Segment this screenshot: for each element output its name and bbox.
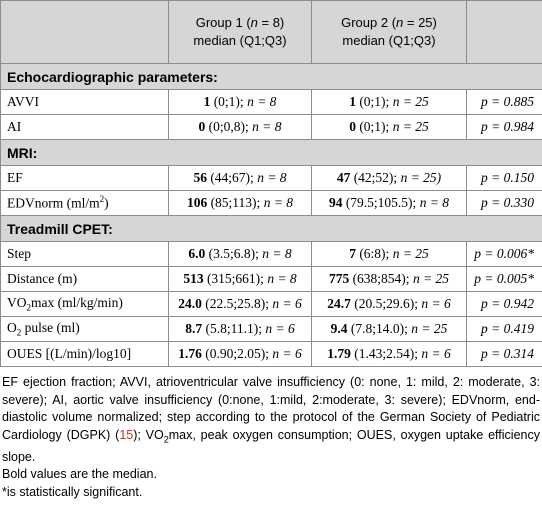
p-value: p = 0.419 bbox=[466, 316, 542, 342]
group2-value: 94 (79.5;105.5); n = 8 bbox=[311, 190, 467, 216]
row-label: AVVI bbox=[0, 89, 169, 115]
row-label: Distance (m) bbox=[0, 266, 169, 292]
group2-value: 1.79 (1.43;2.54); n = 6 bbox=[311, 341, 467, 367]
abbreviations-note: EF ejection fraction; AVVI, atrioventric… bbox=[2, 375, 540, 464]
header-row: Group 1 (n = 8) median (Q1;Q3) Group 2 (… bbox=[0, 0, 542, 64]
p-header bbox=[466, 0, 542, 64]
group2-value: 775 (638;854); n = 25 bbox=[311, 266, 467, 292]
table-row: O2 pulse (ml) 8.7 (5.8;11.1); n = 6 9.4 … bbox=[0, 316, 542, 342]
group2-header: Group 2 (n = 25) median (Q1;Q3) bbox=[311, 0, 467, 64]
significance-note: *is statistically significant. bbox=[2, 484, 143, 499]
group2-value: 9.4 (7.8;14.0); n = 25 bbox=[311, 316, 467, 342]
p-value: p = 0.984 bbox=[466, 114, 542, 140]
section-echo: Echocardiographic parameters: bbox=[0, 63, 542, 90]
p-value: p = 0.006* bbox=[466, 241, 542, 267]
group1-value: 6.0 (3.5;6.8); n = 8 bbox=[168, 241, 312, 267]
section-title: Treadmill CPET: bbox=[0, 215, 542, 242]
p-value: p = 0.942 bbox=[466, 291, 542, 317]
table-row: AI 0 (0;0,8); n = 8 0 (0;1); n = 25 p = … bbox=[0, 114, 542, 140]
group1-value: 106 (85;113); n = 8 bbox=[168, 190, 312, 216]
section-title: MRI: bbox=[0, 139, 542, 166]
row-label: O2 pulse (ml) bbox=[0, 316, 169, 342]
row-label: AI bbox=[0, 114, 169, 140]
table-footnotes: EF ejection fraction; AVVI, atrioventric… bbox=[0, 367, 542, 501]
table-row: Step 6.0 (3.5;6.8); n = 8 7 (6:8); n = 2… bbox=[0, 241, 542, 267]
group2-value: 0 (0;1); n = 25 bbox=[311, 114, 467, 140]
results-table: Group 1 (n = 8) median (Q1;Q3) Group 2 (… bbox=[0, 0, 542, 367]
p-value: p = 0.150 bbox=[466, 165, 542, 191]
group1-value: 24.0 (22.5;25.8); n = 6 bbox=[168, 291, 312, 317]
group1-header: Group 1 (n = 8) median (Q1;Q3) bbox=[168, 0, 312, 64]
row-label: Step bbox=[0, 241, 169, 267]
table-row: VO2max (ml/kg/min) 24.0 (22.5;25.8); n =… bbox=[0, 291, 542, 317]
row-label: EF bbox=[0, 165, 169, 191]
header-empty-cell bbox=[0, 0, 169, 64]
row-label: EDVnorm (ml/m2) bbox=[0, 190, 169, 216]
section-mri: MRI: bbox=[0, 139, 542, 166]
table-row: EDVnorm (ml/m2) 106 (85;113); n = 8 94 (… bbox=[0, 190, 542, 216]
group1-value: 8.7 (5.8;11.1); n = 6 bbox=[168, 316, 312, 342]
p-value: p = 0.885 bbox=[466, 89, 542, 115]
group2-value: 47 (42;52); n = 25) bbox=[311, 165, 467, 191]
group1-value: 1 (0;1); n = 8 bbox=[168, 89, 312, 115]
table-row: OUES [(L/min)/log10] 1.76 (0.90;2.05); n… bbox=[0, 341, 542, 367]
p-value: p = 0.314 bbox=[466, 341, 542, 367]
group2-value: 1 (0;1); n = 25 bbox=[311, 89, 467, 115]
section-title: Echocardiographic parameters: bbox=[0, 63, 542, 90]
group2-value: 7 (6:8); n = 25 bbox=[311, 241, 467, 267]
table-row: Distance (m) 513 (315;661); n = 8 775 (6… bbox=[0, 266, 542, 292]
group1-value: 56 (44;67); n = 8 bbox=[168, 165, 312, 191]
p-value: p = 0.330 bbox=[466, 190, 542, 216]
group1-value: 1.76 (0.90;2.05); n = 6 bbox=[168, 341, 312, 367]
group1-value: 0 (0;0,8); n = 8 bbox=[168, 114, 312, 140]
row-label: OUES [(L/min)/log10] bbox=[0, 341, 169, 367]
table-row: AVVI 1 (0;1); n = 8 1 (0;1); n = 25 p = … bbox=[0, 89, 542, 115]
group1-value: 513 (315;661); n = 8 bbox=[168, 266, 312, 292]
bold-note: Bold values are the median. bbox=[2, 467, 157, 481]
row-label: VO2max (ml/kg/min) bbox=[0, 291, 169, 317]
table-row: EF 56 (44;67); n = 8 47 (42;52); n = 25)… bbox=[0, 165, 542, 191]
group2-value: 24.7 (20.5;29.6); n = 6 bbox=[311, 291, 467, 317]
reference-link[interactable]: 15 bbox=[119, 427, 134, 442]
section-cpet: Treadmill CPET: bbox=[0, 215, 542, 242]
p-value: p = 0.005* bbox=[466, 266, 542, 292]
